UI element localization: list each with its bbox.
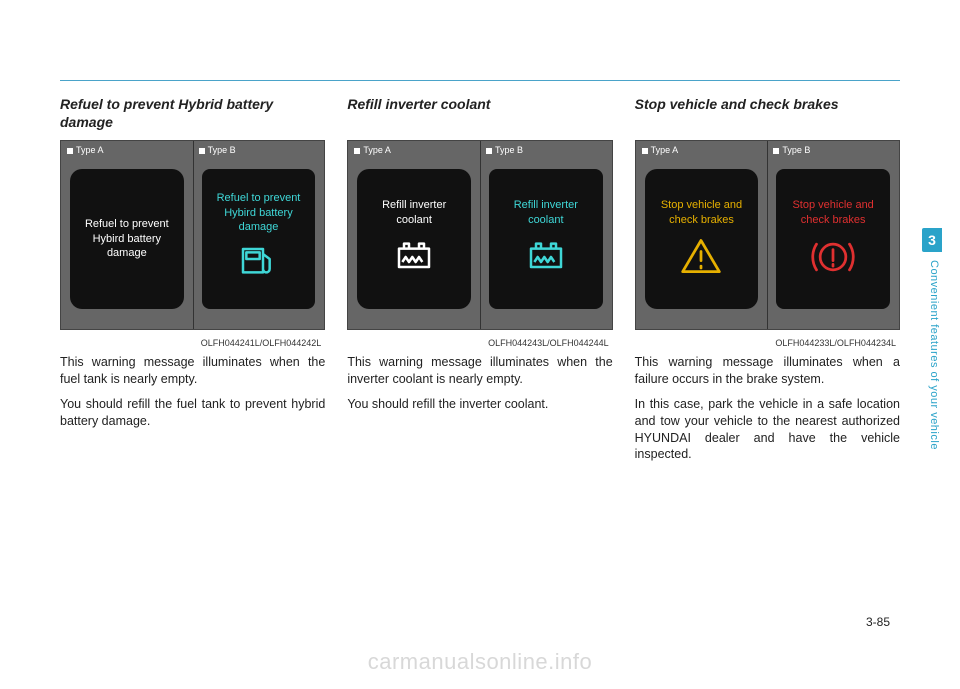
page-number: 3-85 [866,615,890,629]
fuel-pump-icon [231,241,285,287]
heading-2: Refill inverter coolant [347,96,612,132]
figure-2: Type A Type B Refill inverter coolant Re… [347,140,612,330]
figure-divider [767,141,768,329]
column-2: Refill inverter coolant Type A Type B Re… [347,96,612,463]
chapter-label: Convenient features of your vehicle [924,260,940,520]
figure-1-code: OLFH044241L/OLFH044242L [60,336,325,348]
type-b-label: Type B [199,145,236,155]
watermark: carmanualsonline.info [0,649,960,675]
col1-p1: This warning message illuminates when th… [60,354,325,388]
column-3: Stop vehicle and check brakes Type A Typ… [635,96,900,463]
panel-type-b: Refill inverter coolant [489,169,603,309]
panel-b-text: Refuel to prevent Hybird battery damage [208,191,310,236]
three-columns: Refuel to prevent Hybrid battery damage … [60,96,900,463]
panel-a-text: Refill inverter coolant [363,198,465,228]
battery-icon [387,234,441,280]
page-content: Refuel to prevent Hybrid battery damage … [60,60,900,463]
type-a-label: Type A [354,145,391,155]
figure-divider [193,141,194,329]
column-1: Refuel to prevent Hybrid battery damage … [60,96,325,463]
panel-type-b: Refuel to prevent Hybird battery damage [202,169,316,309]
heading-1: Refuel to prevent Hybrid battery damage [60,96,325,132]
col2-p2: You should refill the inverter coolant. [347,396,612,413]
figure-3: Type A Type B Stop vehicle and check bra… [635,140,900,330]
type-b-label: Type B [486,145,523,155]
type-a-label: Type A [67,145,104,155]
col3-p1: This warning message illuminates when a … [635,354,900,388]
panel-type-b: Stop vehicle and check brakes [776,169,890,309]
type-b-label: Type B [773,145,810,155]
panel-type-a: Refill inverter coolant [357,169,471,309]
col3-p2: In this case, park the vehicle in a safe… [635,396,900,464]
panel-a-text: Refuel to prevent Hybird battery damage [76,217,178,262]
col2-p1: This warning message illuminates when th… [347,354,612,388]
panel-type-a: Stop vehicle and check brakes [645,169,759,309]
panel-b-text: Stop vehicle and check brakes [782,198,884,228]
battery-icon [519,234,573,280]
chapter-tab: 3 [922,228,942,252]
figure-divider [480,141,481,329]
figure-3-code: OLFH044233L/OLFH044234L [635,336,900,348]
figure-1: Type A Type B Refuel to prevent Hybird b… [60,140,325,330]
warning-triangle-icon [674,234,728,280]
figure-2-code: OLFH044243L/OLFH044244L [347,336,612,348]
col1-p2: You should refill the fuel tank to preve… [60,396,325,430]
panel-a-text: Stop vehicle and check brakes [651,198,753,228]
heading-3: Stop vehicle and check brakes [635,96,900,132]
panel-type-a: Refuel to prevent Hybird battery damage [70,169,184,309]
brake-icon [806,234,860,280]
panel-b-text: Refill inverter coolant [495,198,597,228]
type-a-label: Type A [642,145,679,155]
chapter-number: 3 [928,232,936,248]
